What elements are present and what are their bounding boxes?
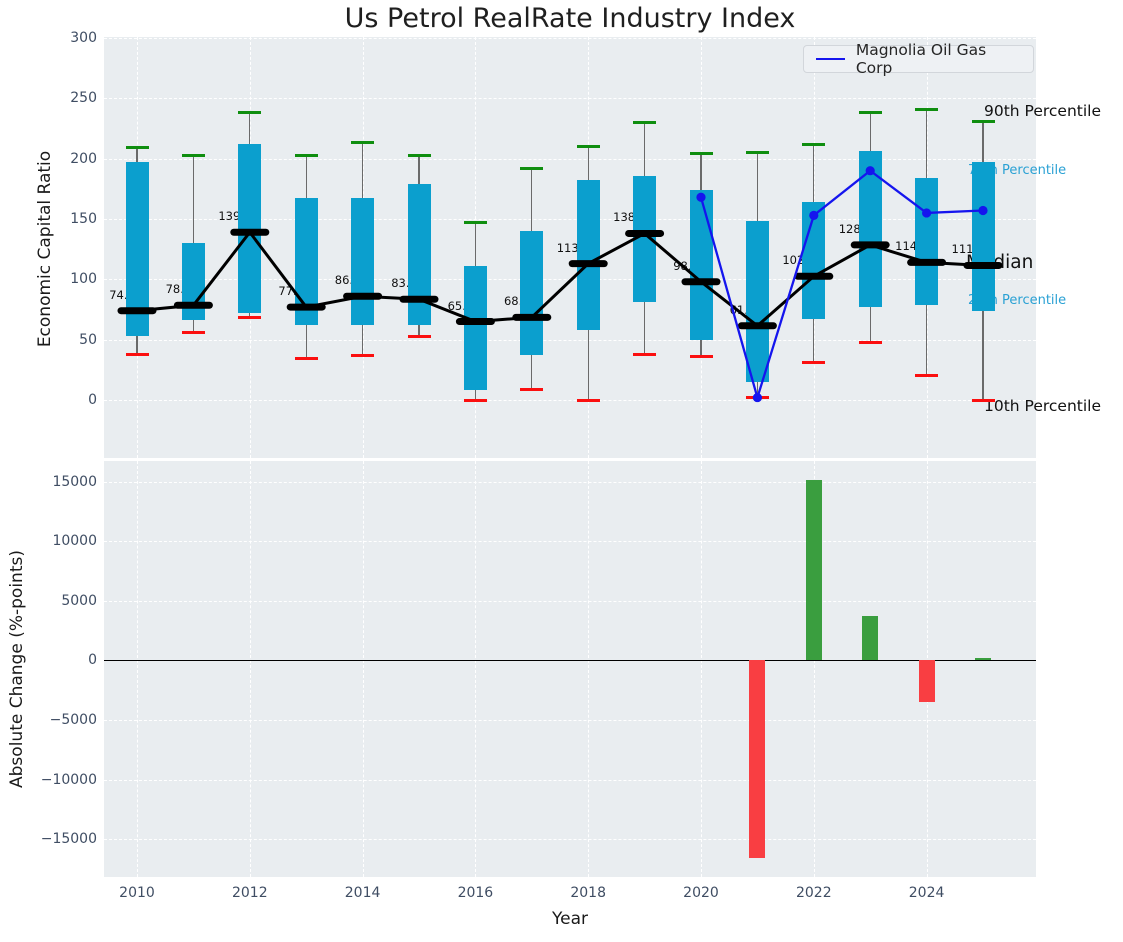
bottom-y-axis-label: Absolute Change (%-points) <box>7 550 27 788</box>
chart-title: Us Petrol RealRate Industry Index <box>104 2 1036 36</box>
top-y-tick-label: 250 <box>28 88 97 108</box>
grid-line-horizontal <box>104 482 1036 483</box>
top-y-axis-label: Economic Capital Ratio <box>35 151 55 347</box>
x-tick-label: 2022 <box>784 884 844 902</box>
bottom-y-tick-label: 0 <box>28 650 97 670</box>
grid-line-horizontal <box>104 780 1036 781</box>
change-bar-positive <box>975 658 991 660</box>
top-panel-lines <box>104 37 1036 458</box>
bottom-panel-plot-area <box>104 461 1036 877</box>
x-tick-label: 2018 <box>558 884 618 902</box>
legend-line-sample-icon <box>816 58 845 60</box>
grid-line-horizontal <box>104 601 1036 602</box>
legend-label: Magnolia Oil Gas Corp <box>856 41 1021 77</box>
top-y-tick-label: 150 <box>28 209 97 229</box>
grid-line-horizontal <box>104 541 1036 542</box>
grid-line-vertical <box>701 461 702 877</box>
bottom-y-tick-label: −5000 <box>28 710 97 730</box>
top-y-tick-label: 0 <box>28 390 97 410</box>
bottom-y-tick-label: −10000 <box>28 770 97 790</box>
grid-line-horizontal <box>104 839 1036 840</box>
x-tick-label: 2010 <box>107 884 167 902</box>
top-y-tick-label: 200 <box>28 149 97 169</box>
grid-line-vertical <box>250 461 251 877</box>
bottom-y-tick-label: 10000 <box>28 531 97 551</box>
x-tick-label: 2024 <box>897 884 957 902</box>
bottom-y-tick-label: 15000 <box>28 472 97 492</box>
top-y-tick-label: 100 <box>28 269 97 289</box>
top-panel-plot-area: 75th Percentile 25th Percentile 74.078.5… <box>104 37 1036 458</box>
x-axis-label: Year <box>104 909 1036 929</box>
grid-line-vertical <box>363 461 364 877</box>
bottom-y-tick-label: 5000 <box>28 591 97 611</box>
x-tick-label: 2016 <box>445 884 505 902</box>
change-bar-negative <box>919 660 935 702</box>
grid-line-vertical <box>137 461 138 877</box>
figure: Us Petrol RealRate Industry Index 75th P… <box>0 0 1123 942</box>
x-tick-label: 2012 <box>220 884 280 902</box>
x-tick-label: 2020 <box>671 884 731 902</box>
zero-axis-line <box>104 660 1036 662</box>
top-y-tick-label: 50 <box>28 330 97 350</box>
change-bar-negative <box>749 660 765 858</box>
grid-line-vertical <box>475 461 476 877</box>
grid-line-vertical <box>588 461 589 877</box>
legend: Magnolia Oil Gas Corp <box>803 45 1034 73</box>
grid-line-horizontal <box>104 720 1036 721</box>
x-tick-label: 2014 <box>333 884 393 902</box>
bottom-y-tick-label: −15000 <box>28 829 97 849</box>
change-bar-positive <box>862 616 878 660</box>
top-y-tick-label: 300 <box>28 28 97 48</box>
change-bar-positive <box>806 480 822 660</box>
